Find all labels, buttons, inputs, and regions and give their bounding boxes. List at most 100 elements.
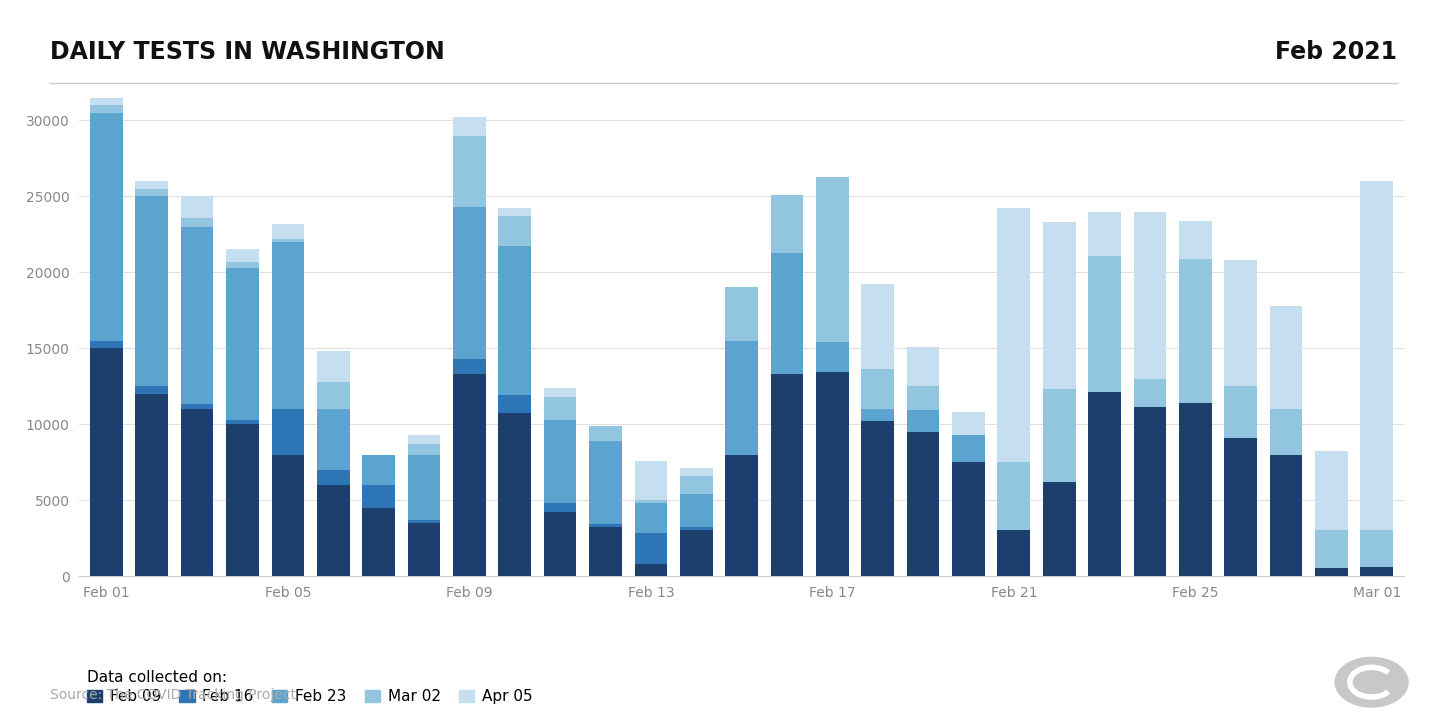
Bar xyxy=(816,176,848,342)
Bar xyxy=(544,420,576,503)
Bar xyxy=(181,197,213,217)
Bar xyxy=(589,527,622,576)
Bar xyxy=(1133,212,1166,379)
Bar xyxy=(544,512,576,576)
Bar xyxy=(454,374,485,576)
Bar xyxy=(635,564,667,576)
Bar xyxy=(726,341,757,454)
Bar xyxy=(861,284,894,369)
Bar xyxy=(454,117,485,135)
Bar xyxy=(91,98,122,105)
Bar xyxy=(589,524,622,527)
Bar xyxy=(1315,451,1348,531)
Bar xyxy=(1270,409,1302,454)
Bar xyxy=(363,454,395,485)
Bar xyxy=(907,432,939,576)
Bar xyxy=(1179,220,1211,258)
Bar xyxy=(454,359,485,374)
Bar xyxy=(1361,567,1392,576)
Bar xyxy=(408,523,441,576)
Bar xyxy=(181,405,213,409)
Bar xyxy=(498,413,531,576)
Bar xyxy=(680,468,713,476)
Bar xyxy=(635,534,667,564)
Bar xyxy=(498,395,531,413)
Bar xyxy=(861,369,894,409)
Bar xyxy=(998,531,1030,576)
Bar xyxy=(498,246,531,395)
Bar xyxy=(907,346,939,386)
Bar xyxy=(589,441,622,524)
Bar xyxy=(816,372,848,576)
Bar xyxy=(454,207,485,359)
Text: Feb 2021: Feb 2021 xyxy=(1274,40,1397,63)
Bar xyxy=(680,494,713,527)
Bar xyxy=(952,435,985,462)
Bar xyxy=(1270,306,1302,409)
Bar xyxy=(408,520,441,523)
Bar xyxy=(272,242,304,409)
Bar xyxy=(770,374,804,576)
Bar xyxy=(1089,392,1120,576)
Bar xyxy=(1361,181,1392,531)
Bar xyxy=(1043,482,1076,576)
Bar xyxy=(317,485,350,576)
Bar xyxy=(1043,390,1076,482)
Bar xyxy=(226,424,259,576)
Bar xyxy=(1224,386,1257,438)
Bar xyxy=(317,469,350,485)
Bar xyxy=(181,409,213,576)
Bar xyxy=(272,454,304,576)
Bar xyxy=(135,197,168,386)
Bar xyxy=(861,409,894,421)
Bar xyxy=(998,209,1030,462)
Bar xyxy=(680,476,713,494)
Bar xyxy=(1270,454,1302,576)
Bar xyxy=(635,503,667,534)
Bar xyxy=(1315,568,1348,576)
Bar xyxy=(135,181,168,189)
Bar xyxy=(91,113,122,341)
Bar xyxy=(816,342,848,372)
Bar xyxy=(544,397,576,420)
Bar xyxy=(181,217,213,227)
Bar xyxy=(907,410,939,432)
Bar xyxy=(544,387,576,397)
Bar xyxy=(635,500,667,503)
Bar xyxy=(907,386,939,410)
Bar xyxy=(226,268,259,420)
Bar xyxy=(1224,438,1257,576)
Bar xyxy=(544,503,576,512)
Bar xyxy=(272,409,304,454)
Bar xyxy=(317,409,350,469)
Bar xyxy=(589,426,622,441)
Bar xyxy=(454,135,485,207)
Bar xyxy=(726,287,757,341)
Legend: Feb 09, Feb 16, Feb 23, Mar 02, Apr 05: Feb 09, Feb 16, Feb 23, Mar 02, Apr 05 xyxy=(86,670,533,704)
Bar xyxy=(770,195,804,253)
Bar xyxy=(861,421,894,576)
Bar xyxy=(1089,212,1120,256)
Bar xyxy=(726,454,757,576)
Bar xyxy=(1179,258,1211,403)
Bar xyxy=(680,527,713,531)
Bar xyxy=(408,435,441,444)
Bar xyxy=(1361,531,1392,567)
Bar xyxy=(408,454,441,520)
Bar xyxy=(272,239,304,242)
Bar xyxy=(1224,260,1257,386)
Circle shape xyxy=(1335,657,1408,707)
Bar xyxy=(952,462,985,576)
Text: DAILY TESTS IN WASHINGTON: DAILY TESTS IN WASHINGTON xyxy=(50,40,445,63)
Bar xyxy=(498,216,531,246)
Bar xyxy=(135,189,168,197)
Bar xyxy=(91,348,122,576)
Bar xyxy=(363,485,395,508)
Bar xyxy=(680,531,713,576)
Bar xyxy=(998,462,1030,531)
Bar xyxy=(272,224,304,239)
Bar xyxy=(1315,531,1348,568)
Bar xyxy=(770,253,804,374)
Bar xyxy=(1043,222,1076,390)
Bar xyxy=(1089,256,1120,392)
